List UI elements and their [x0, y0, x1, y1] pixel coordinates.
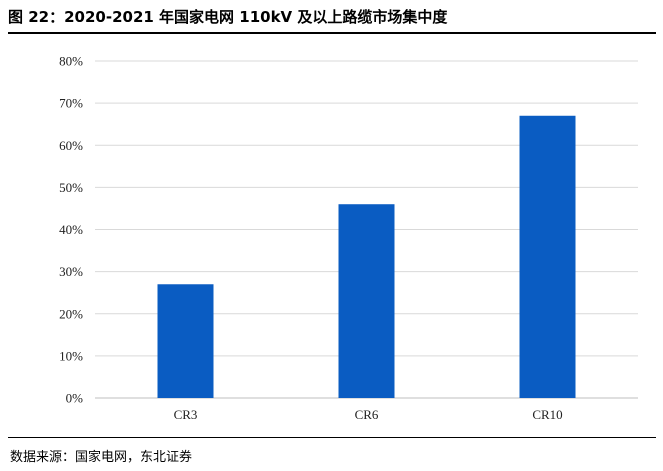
bar-chart: 0% 10% 20% 30% 40% 50% 60% 70% 80% CR3 CR6 CR10 — [59, 54, 638, 422]
bars — [157, 115, 576, 398]
figure-title: 图 22：2020-2021 年国家电网 110kV 及以上路缆市场集中度 — [8, 8, 448, 26]
y-tick-label: 20% — [59, 306, 83, 321]
bar-cr3 — [157, 284, 214, 398]
title-divider — [8, 32, 656, 34]
y-tick-label: 0% — [66, 391, 84, 406]
y-axis-ticks: 0% 10% 20% 30% 40% 50% 60% 70% 80% — [59, 54, 83, 406]
bar-cr10 — [519, 115, 576, 398]
y-tick-label: 10% — [59, 348, 83, 363]
y-tick-label: 50% — [59, 180, 83, 195]
source-note: 数据来源：国家电网，东北证券 — [10, 450, 193, 465]
bar-cr6 — [338, 204, 395, 398]
y-tick-label: 30% — [59, 264, 83, 279]
x-tick-label: CR3 — [174, 407, 198, 422]
y-tick-label: 40% — [59, 222, 83, 237]
x-tick-label: CR6 — [355, 407, 379, 422]
x-tick-label: CR10 — [532, 407, 562, 422]
y-tick-label: 70% — [59, 96, 83, 111]
x-axis-ticks: CR3 CR6 CR10 — [174, 407, 563, 422]
y-tick-label: 60% — [59, 138, 83, 153]
source-divider — [8, 437, 656, 438]
y-tick-label: 80% — [59, 54, 83, 69]
